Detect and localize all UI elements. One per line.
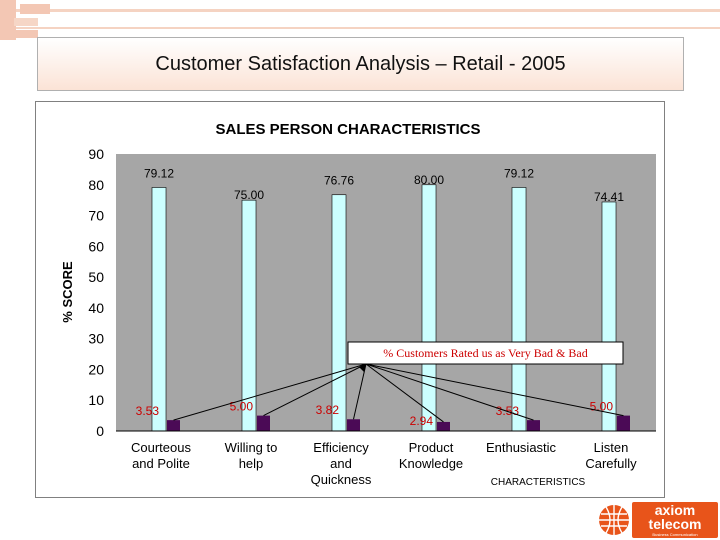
bar-chart: SALES PERSON CHARACTERISTICS 0 10 20 30 40 50 6… <box>60 121 656 488</box>
slide-title: Customer Satisfaction Analysis – Retail … <box>155 52 566 75</box>
company-logo: axiom telecom Business Communication <box>599 502 718 538</box>
bar-bad-rating-label: 2.94 <box>410 414 434 428</box>
x-category-label: Efficiency <box>313 440 369 455</box>
bar-bad-rating <box>347 419 360 431</box>
bar-bad-rating <box>527 420 540 431</box>
bar-bad-rating-label: 5.00 <box>230 400 254 414</box>
x-category-label: Enthusiastic <box>486 440 557 455</box>
x-category-label: and Polite <box>132 456 190 471</box>
x-category-label: Willing to <box>225 440 278 455</box>
x-category-label: Knowledge <box>399 456 463 471</box>
x-category-label: and <box>330 456 352 471</box>
y-tick-label: 70 <box>88 208 104 224</box>
logo-line1: axiom <box>655 502 695 518</box>
annotation-box <box>347 341 624 365</box>
bar-bad-rating-label: 3.53 <box>136 404 160 418</box>
x-category-label: Quickness <box>311 472 372 487</box>
x-category-label: Courteous <box>131 440 191 455</box>
bar-score <box>421 184 437 432</box>
bar-bad-rating <box>617 415 630 431</box>
y-tick-label: 10 <box>88 392 104 408</box>
annotation-arrow <box>173 363 367 421</box>
y-tick-label: 20 <box>88 361 104 377</box>
bar-score <box>331 194 347 432</box>
slide-title-box: Customer Satisfaction Analysis – Retail … <box>37 37 684 91</box>
y-tick-label: 60 <box>88 238 104 254</box>
x-axis-label: CHARACTERISTICS <box>491 477 586 488</box>
bar-bad-rating <box>257 415 270 431</box>
bar-score-label: 75.00 <box>234 188 264 202</box>
annotation-arrow <box>365 363 534 421</box>
y-tick-label: 40 <box>88 300 104 316</box>
bar-score <box>601 201 617 432</box>
y-tick-label: 90 <box>88 146 104 162</box>
chart-frame: SALES PERSON CHARACTERISTICS 0 10 20 30 40 50 6… <box>35 101 665 498</box>
bar-bad-rating <box>437 421 450 431</box>
header-decoration <box>0 0 720 40</box>
y-tick-label: 30 <box>88 331 104 347</box>
annotation-arrow <box>263 363 367 417</box>
x-category-label: Listen <box>594 440 629 455</box>
bar-score-label: 80.00 <box>414 173 444 187</box>
bar-score-label: 79.12 <box>504 166 534 180</box>
x-category-label: Carefully <box>585 456 637 471</box>
y-tick-label: 0 <box>96 423 104 439</box>
bar-score-label: 74.41 <box>594 190 624 204</box>
y-axis-label: % SCORE <box>60 261 75 323</box>
plot-area <box>116 154 656 431</box>
annotation-arrowhead <box>359 364 366 372</box>
x-category-label: Product <box>409 440 454 455</box>
annotation-text: % Customers Rated us as Very Bad & Bad <box>383 346 587 360</box>
y-tick-label: 50 <box>88 269 104 285</box>
bar-score-label: 76.76 <box>324 174 354 188</box>
bar-bad-rating-label: 3.82 <box>316 403 340 417</box>
x-category-label: help <box>239 456 264 471</box>
logo-line2: telecom <box>649 516 702 532</box>
annotation-arrow <box>365 363 624 417</box>
annotation-arrow <box>353 363 367 420</box>
y-tick-label: 80 <box>88 177 104 193</box>
annotation-arrow <box>365 363 444 423</box>
bar-score-label: 79.12 <box>144 166 174 180</box>
bar-score <box>151 187 167 432</box>
chart-title: SALES PERSON CHARACTERISTICS <box>215 121 480 138</box>
logo-tagline: Business Communication <box>652 532 697 537</box>
bar-bad-rating <box>167 420 180 431</box>
